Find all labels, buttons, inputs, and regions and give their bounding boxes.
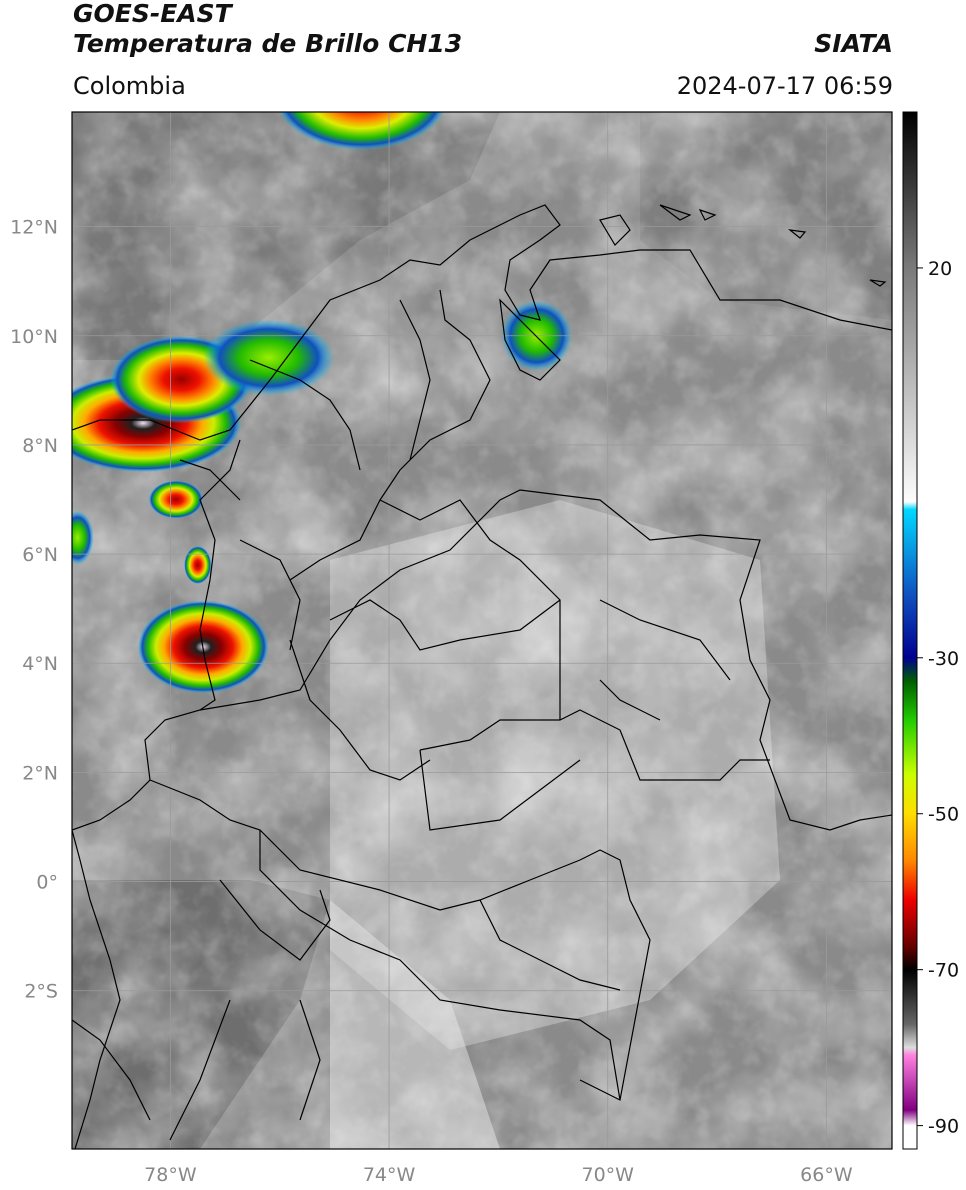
- lat-tick-label: 8°N: [22, 435, 58, 457]
- agency-label: SIATA: [814, 29, 893, 58]
- colorbar-tick-label: -70: [928, 960, 959, 982]
- storm-cell-3: [203, 319, 335, 396]
- colorbar-tick-label: -50: [928, 804, 959, 826]
- storm-cell-0: [278, 112, 446, 151]
- product-title: Temperatura de Brillo CH13: [73, 29, 463, 58]
- region-label: Colombia: [73, 72, 186, 100]
- lat-tick-label: 0°: [36, 872, 58, 894]
- colorbar: [903, 112, 917, 1149]
- coastline-borders: [72, 204, 892, 1149]
- storm-cell-8: [72, 510, 94, 565]
- colorbar-tick-label: 20: [928, 258, 952, 280]
- satellite-title: GOES-EAST: [73, 0, 232, 28]
- colorbar-tick-label: -30: [928, 648, 959, 670]
- lat-tick-label: 2°S: [24, 981, 58, 1003]
- lat-tick-label: 12°N: [10, 217, 58, 239]
- storm-cell-4: [148, 480, 204, 519]
- lat-tick-label: 4°N: [22, 653, 58, 675]
- lat-tick-label: 6°N: [22, 544, 58, 566]
- lon-tick-label: 70°W: [581, 1164, 634, 1186]
- colorbar-tick-label: -90: [928, 1116, 959, 1138]
- lat-tick-label: 10°N: [10, 326, 58, 348]
- timestamp-label: 2024-07-17 06:59: [676, 72, 893, 100]
- map-frame: [71, 111, 893, 1150]
- storm-cell-5: [184, 545, 212, 585]
- lon-tick-label: 78°W: [144, 1164, 197, 1186]
- lat-tick-label: 2°N: [22, 762, 58, 784]
- lon-tick-label: 74°W: [363, 1164, 416, 1186]
- colorbar-frame: [902, 111, 918, 1150]
- lon-tick-label: 66°W: [800, 1164, 853, 1186]
